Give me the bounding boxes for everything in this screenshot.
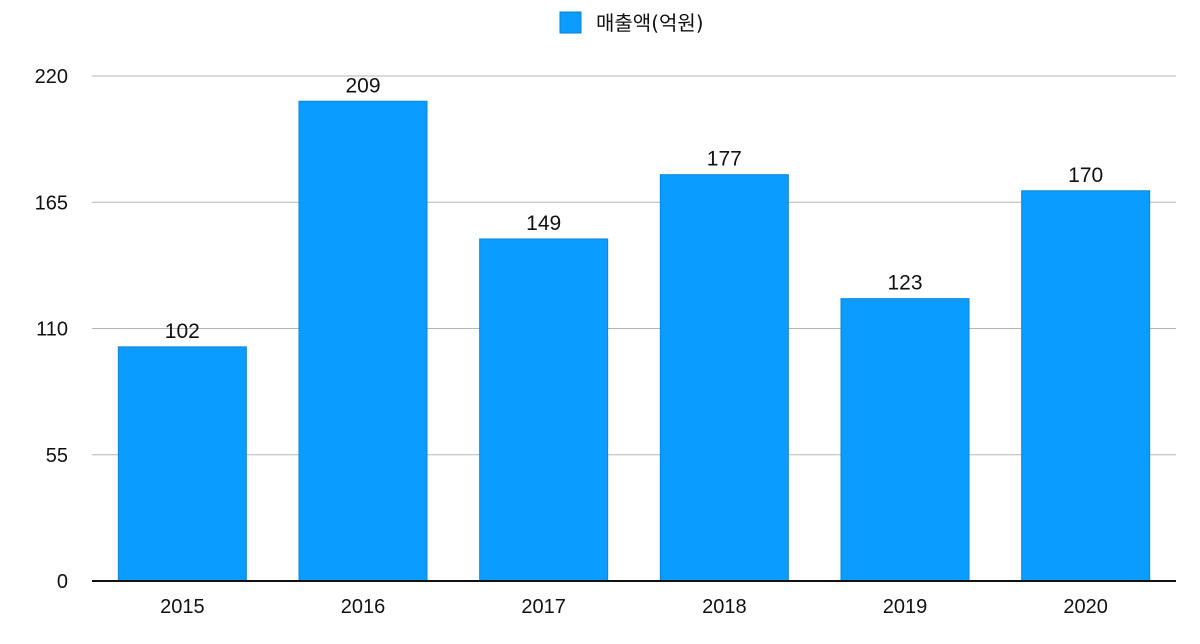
y-axis-tick-labels: 0 55 110 165 220	[35, 66, 68, 593]
data-label-2018: 177	[707, 148, 742, 171]
data-label-2015: 102	[165, 320, 200, 343]
bar-2019	[840, 298, 970, 582]
x-tick-label-2019: 2019	[883, 596, 928, 618]
data-labels: 102 209 149 177 123 170	[165, 74, 1103, 343]
legend-swatch	[559, 11, 582, 34]
data-label-2020: 170	[1068, 164, 1103, 187]
x-tick-label-2016: 2016	[341, 596, 386, 618]
bar-2018	[659, 174, 789, 582]
data-label-2017: 149	[526, 212, 561, 235]
y-tick-label: 220	[35, 66, 68, 88]
legend-label: 매출액(억원)	[596, 11, 704, 35]
data-label-2019: 123	[887, 272, 922, 295]
bar-2015	[117, 346, 247, 582]
x-tick-label-2020: 2020	[1063, 596, 1108, 618]
data-label-2016: 209	[345, 74, 380, 97]
x-tick-label-2017: 2017	[521, 596, 566, 618]
y-tick-label: 0	[57, 571, 68, 593]
bars	[117, 100, 1151, 582]
bar-2017	[479, 238, 609, 582]
x-tick-label-2018: 2018	[702, 596, 747, 618]
legend: 매출액(억원)	[559, 11, 704, 35]
bar-2016	[298, 100, 428, 582]
y-tick-label: 110	[36, 319, 68, 341]
x-axis-tick-labels: 2015 2016 2017 2018 2019 2020	[160, 596, 1108, 618]
y-tick-label: 55	[46, 445, 68, 467]
gridlines	[92, 75, 1176, 456]
bar-2020	[1021, 190, 1151, 582]
x-tick-label-2015: 2015	[160, 596, 205, 618]
y-tick-label: 165	[35, 192, 68, 214]
